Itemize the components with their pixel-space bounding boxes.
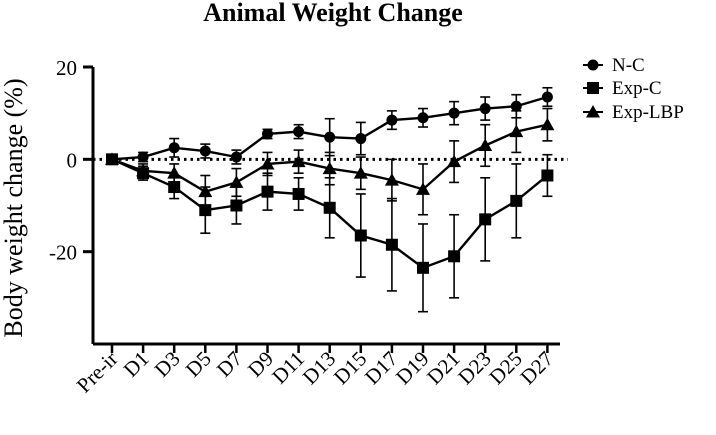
data-point: [384, 173, 399, 186]
data-point: [510, 194, 523, 207]
legend-label: N-C: [612, 55, 645, 76]
data-point: [353, 166, 368, 179]
legend-marker: [587, 59, 599, 71]
data-point: [323, 201, 336, 214]
data-point: [168, 142, 180, 154]
legend-marker: [586, 105, 600, 118]
data-point: [448, 107, 460, 119]
series-n-c: [106, 86, 553, 165]
data-point: [354, 229, 367, 242]
x-tick-label: D7: [212, 347, 247, 382]
x-tick-label: Pre-ir: [72, 347, 123, 398]
data-point: [540, 117, 555, 131]
data-point: [447, 154, 462, 168]
data-point: [322, 161, 337, 175]
data-point: [417, 261, 429, 274]
data-point: [105, 152, 119, 165]
data-point: [541, 169, 554, 182]
chart-title: Animal Weight Change: [203, 0, 463, 27]
data-point: [199, 145, 211, 157]
data-point: [479, 213, 492, 226]
data-point: [198, 184, 213, 198]
legend-marker: [587, 82, 599, 94]
data-point: [137, 151, 149, 163]
data-point: [509, 124, 524, 138]
legend-label: Exp-LBP: [612, 102, 684, 123]
data-point: [510, 100, 522, 112]
data-point: [167, 166, 182, 179]
data-point: [262, 128, 273, 140]
data-point: [260, 156, 275, 170]
series-exp-lbp: [105, 107, 555, 216]
y-tick-label: 0: [67, 148, 78, 172]
data-point: [541, 91, 553, 103]
legend-item: Exp-C: [583, 78, 662, 99]
x-tick-label: D3: [150, 347, 185, 382]
data-point: [292, 187, 305, 200]
data-point: [355, 133, 367, 145]
data-point: [291, 154, 306, 168]
y-axis-label: Body weight change (%): [0, 78, 28, 337]
data-point: [416, 182, 430, 195]
y-tick-label: -20: [49, 241, 77, 265]
data-point: [324, 131, 336, 143]
legend-item: Exp-LBP: [583, 102, 684, 123]
data-point: [136, 163, 151, 177]
data-point: [386, 114, 398, 126]
data-point: [417, 112, 429, 124]
x-tick-label: D1: [119, 347, 154, 382]
x-tick-label: D27: [515, 347, 558, 390]
data-point: [230, 199, 243, 212]
data-point: [230, 151, 242, 163]
plot-area: [105, 86, 555, 313]
data-point: [261, 185, 274, 198]
y-tick-label: 20: [56, 56, 77, 80]
data-point: [479, 103, 491, 115]
data-point: [385, 238, 398, 251]
legend-item: N-C: [583, 55, 645, 76]
data-point: [229, 175, 244, 188]
data-point: [293, 126, 305, 138]
legend-label: Exp-C: [612, 78, 662, 99]
data-point: [478, 138, 493, 151]
x-tick-label: D5: [181, 347, 216, 382]
data-point: [168, 181, 181, 194]
data-point: [448, 250, 461, 263]
